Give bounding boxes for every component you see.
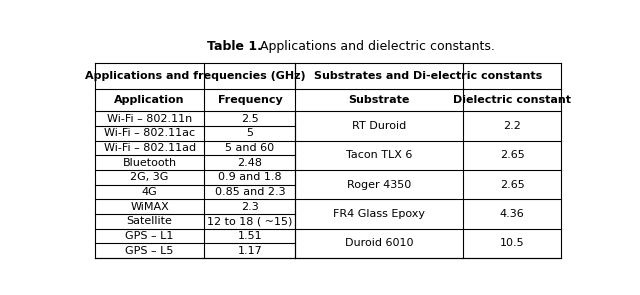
Text: Applications and dielectric constants.: Applications and dielectric constants.: [256, 40, 495, 53]
Text: 4.36: 4.36: [500, 209, 525, 219]
Text: Bluetooth: Bluetooth: [123, 158, 177, 168]
Text: 5 and 60: 5 and 60: [225, 143, 275, 153]
Text: 5: 5: [246, 128, 253, 138]
Text: 0.85 and 2.3: 0.85 and 2.3: [214, 187, 285, 197]
Text: 2.5: 2.5: [241, 114, 259, 124]
Text: 2.3: 2.3: [241, 202, 259, 212]
Text: GPS – L5: GPS – L5: [125, 246, 174, 256]
Text: Satellite: Satellite: [127, 216, 173, 226]
Text: WiMAX: WiMAX: [131, 202, 169, 212]
Text: FR4 Glass Epoxy: FR4 Glass Epoxy: [333, 209, 426, 219]
Text: GPS – L1: GPS – L1: [125, 231, 174, 241]
Text: Wi-Fi – 802.11n: Wi-Fi – 802.11n: [107, 114, 192, 124]
Text: 1.51: 1.51: [237, 231, 262, 241]
Text: Dielectric constant: Dielectric constant: [453, 95, 571, 105]
Text: 2G, 3G: 2G, 3G: [131, 172, 169, 182]
Text: 2.65: 2.65: [500, 180, 525, 190]
Text: 1.17: 1.17: [237, 246, 262, 256]
Text: Application: Application: [115, 95, 185, 105]
Text: 10.5: 10.5: [500, 238, 524, 248]
Text: Tacon TLX 6: Tacon TLX 6: [346, 150, 412, 160]
Text: RT Duroid: RT Duroid: [352, 121, 406, 131]
Text: 2.65: 2.65: [500, 150, 525, 160]
Text: 2.48: 2.48: [237, 158, 262, 168]
Text: Frequency: Frequency: [218, 95, 282, 105]
Text: Wi-Fi – 802.11ac: Wi-Fi – 802.11ac: [104, 128, 195, 138]
Text: 2.2: 2.2: [503, 121, 521, 131]
Text: Table 1.: Table 1.: [207, 40, 262, 53]
Text: Roger 4350: Roger 4350: [347, 180, 412, 190]
Text: Wi-Fi – 802.11ad: Wi-Fi – 802.11ad: [104, 143, 196, 153]
Text: 4G: 4G: [142, 187, 157, 197]
Text: 12 to 18 ( ~15): 12 to 18 ( ~15): [207, 216, 292, 226]
Text: Substrate: Substrate: [349, 95, 410, 105]
Text: 0.9 and 1.8: 0.9 and 1.8: [218, 172, 282, 182]
Text: Substrates and Di-electric constants: Substrates and Di-electric constants: [314, 71, 542, 81]
Text: Applications and frequencies (GHz): Applications and frequencies (GHz): [85, 71, 305, 81]
Text: Duroid 6010: Duroid 6010: [345, 238, 413, 248]
